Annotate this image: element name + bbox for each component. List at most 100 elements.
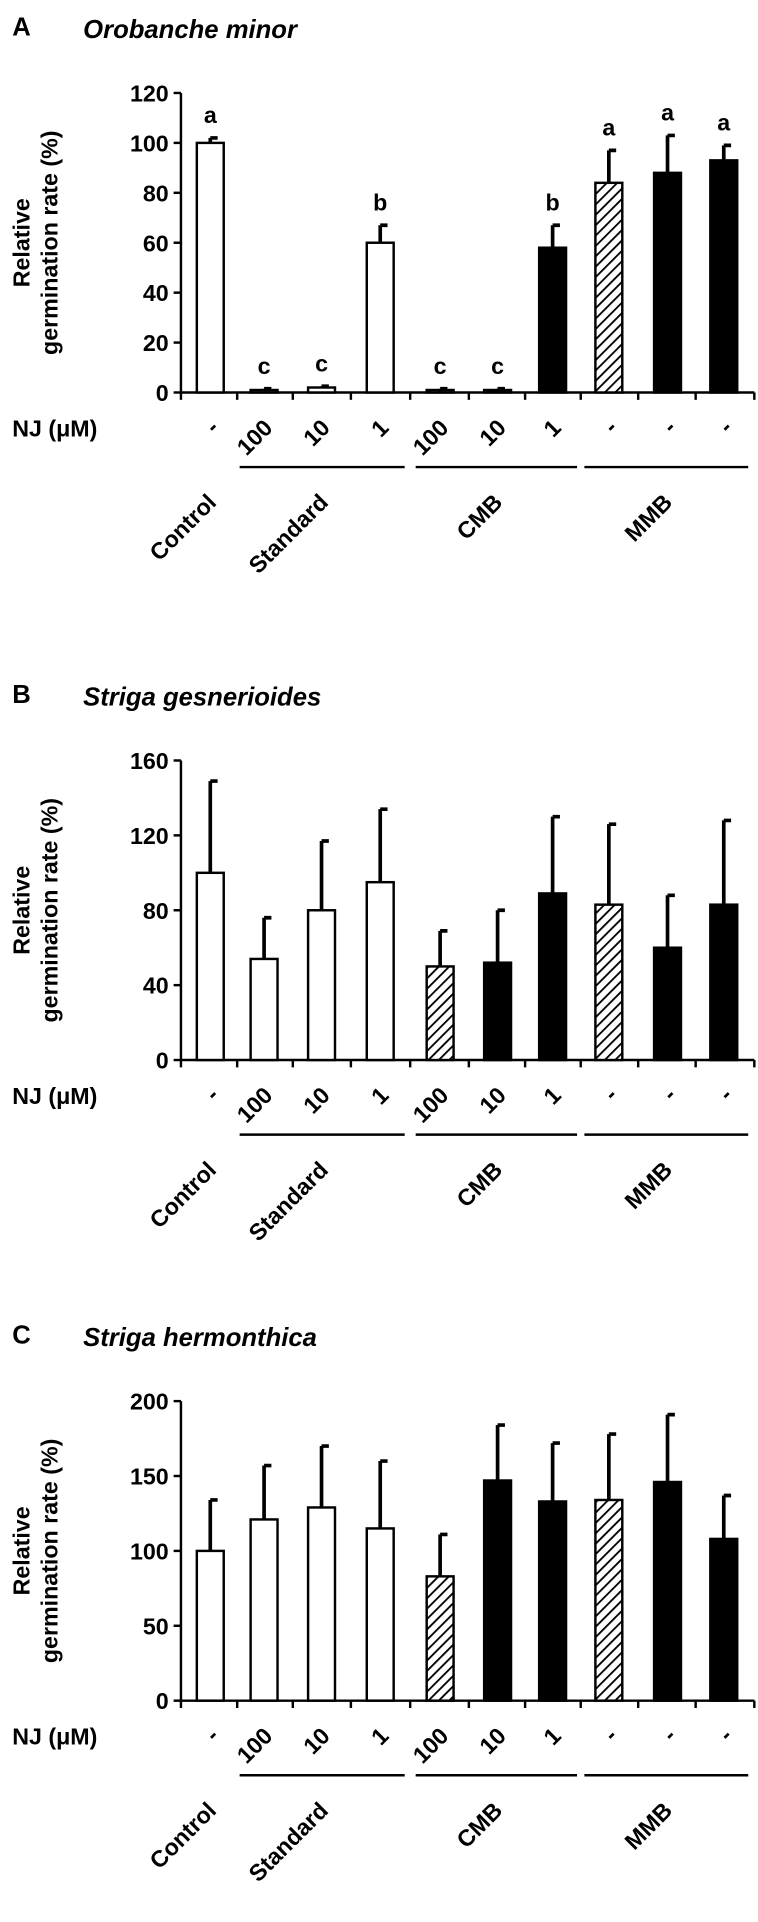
error-bar bbox=[721, 818, 732, 905]
panel-title: Orobanche minor bbox=[83, 16, 299, 44]
bar bbox=[482, 1479, 513, 1702]
x-tick-label: 1 bbox=[366, 414, 394, 442]
bar bbox=[306, 386, 337, 394]
bar bbox=[709, 1537, 739, 1702]
error-bar bbox=[378, 807, 388, 883]
x-tick-label: - bbox=[200, 414, 224, 438]
group-label: Control bbox=[144, 1156, 221, 1233]
x-tick-label: 10 bbox=[298, 414, 335, 451]
bar bbox=[594, 903, 624, 1062]
error-bar bbox=[319, 839, 329, 911]
x-tick-label: 100 bbox=[232, 414, 278, 460]
x-axis-label: NJ (μM) bbox=[12, 416, 97, 442]
panel: B Striga gesnerioides Relative germination … bbox=[8, 681, 756, 1246]
x-tick-label: - bbox=[657, 1082, 681, 1106]
x-tick-label: 1 bbox=[366, 1722, 394, 1750]
error-bar bbox=[607, 822, 617, 905]
significance-label: a bbox=[204, 102, 218, 128]
x-tick-label: 10 bbox=[474, 1082, 511, 1119]
error-bar bbox=[262, 386, 272, 391]
x-tick-label: 100 bbox=[232, 1082, 278, 1128]
x-tick-label: 10 bbox=[298, 1082, 335, 1119]
group-label: Standard bbox=[243, 489, 333, 579]
significance-label: a bbox=[661, 100, 675, 126]
error-bar bbox=[665, 893, 675, 948]
error-bar bbox=[550, 223, 560, 248]
error-bar bbox=[262, 1463, 272, 1520]
x-tick-label: 1 bbox=[538, 414, 566, 442]
y-axis-label: germination rate (%) bbox=[36, 130, 62, 354]
x-tick-label: - bbox=[598, 414, 622, 438]
y-tick-label: 150 bbox=[130, 1464, 169, 1490]
group-label: MMB bbox=[620, 1156, 678, 1214]
x-tick-label: 10 bbox=[298, 1722, 335, 1759]
bar bbox=[306, 909, 337, 1062]
panel: C Striga hermonthica Relative germination r… bbox=[8, 1322, 756, 1887]
x-tick-label: - bbox=[657, 1722, 681, 1746]
bar bbox=[425, 965, 455, 1062]
bar bbox=[709, 903, 739, 1062]
group-label: CMB bbox=[451, 1156, 507, 1212]
y-tick-label: 160 bbox=[130, 748, 169, 774]
panel-title: Striga hermonthica bbox=[83, 1324, 317, 1352]
bar bbox=[365, 1527, 395, 1702]
error-bar bbox=[495, 386, 505, 391]
bar bbox=[482, 961, 513, 1062]
group-label: Control bbox=[144, 1797, 221, 1874]
error-bar bbox=[665, 1412, 675, 1483]
panel-letter: C bbox=[12, 1322, 31, 1350]
bar bbox=[365, 880, 395, 1062]
error-bar bbox=[208, 779, 218, 873]
bar bbox=[537, 246, 568, 394]
y-tick-label: 40 bbox=[143, 280, 169, 306]
panel-title: Striga gesnerioides bbox=[83, 683, 321, 711]
y-tick-label: 20 bbox=[143, 330, 169, 356]
bar bbox=[709, 159, 739, 394]
error-bar bbox=[378, 223, 388, 243]
y-tick-label: 100 bbox=[130, 1538, 169, 1564]
significance-label: c bbox=[434, 353, 447, 379]
x-tick-label: 10 bbox=[474, 1722, 511, 1759]
bar bbox=[652, 1480, 683, 1702]
group-label: MMB bbox=[620, 489, 678, 547]
bar bbox=[195, 1549, 225, 1702]
significance-label: c bbox=[315, 351, 328, 377]
bar bbox=[195, 141, 225, 394]
significance-label: b bbox=[373, 190, 387, 216]
y-tick-label: 40 bbox=[143, 973, 169, 999]
bar bbox=[652, 171, 683, 394]
error-bar bbox=[495, 1423, 505, 1481]
y-axis-label: Relative bbox=[8, 198, 34, 287]
bar bbox=[652, 946, 683, 1062]
error-bar bbox=[607, 148, 617, 183]
error-bar bbox=[665, 133, 675, 173]
x-tick-label: - bbox=[200, 1722, 224, 1746]
error-bar bbox=[550, 814, 560, 894]
bar bbox=[537, 1500, 568, 1702]
x-tick-label: - bbox=[200, 1082, 224, 1106]
x-tick-label: 100 bbox=[408, 414, 454, 460]
y-axis-label: Relative bbox=[8, 866, 34, 955]
y-tick-label: 120 bbox=[130, 81, 169, 107]
error-bar bbox=[438, 929, 448, 967]
y-tick-label: 0 bbox=[156, 380, 169, 406]
x-tick-label: 100 bbox=[232, 1722, 278, 1768]
x-tick-label: 1 bbox=[366, 1082, 394, 1110]
y-tick-label: 100 bbox=[130, 130, 169, 156]
y-tick-label: 80 bbox=[143, 180, 169, 206]
x-tick-label: - bbox=[598, 1722, 622, 1746]
y-tick-label: 80 bbox=[143, 898, 169, 924]
panel: A Orobanche minor Relative germination rate… bbox=[8, 14, 756, 579]
x-tick-label: 100 bbox=[408, 1722, 454, 1768]
x-axis-label: NJ (μM) bbox=[12, 1724, 97, 1750]
error-bar bbox=[495, 908, 505, 963]
significance-label: b bbox=[546, 190, 560, 216]
significance-label: c bbox=[491, 353, 504, 379]
bar bbox=[306, 1506, 337, 1702]
bar bbox=[249, 1518, 279, 1702]
panel-letter: A bbox=[12, 14, 31, 42]
x-tick-label: 10 bbox=[474, 414, 511, 451]
group-label: Standard bbox=[243, 1797, 333, 1887]
